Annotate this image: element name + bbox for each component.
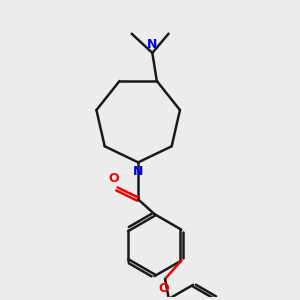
Text: N: N bbox=[133, 165, 143, 178]
Text: O: O bbox=[158, 283, 169, 296]
Text: N: N bbox=[147, 38, 158, 51]
Text: O: O bbox=[108, 172, 119, 185]
